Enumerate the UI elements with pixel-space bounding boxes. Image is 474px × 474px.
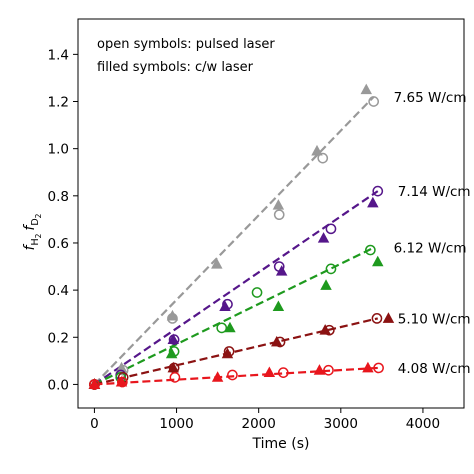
ticks-layer: 0 1000 2000 3000 4000 0.0 0.2 0.4 0.6 0.8 1.0 1.2 1.… [48,47,441,432]
y-tick-label: 1.0 [48,142,69,158]
series-labels: 7.65 W/cm 7.14 W/cm 6.12 W/cm 5.10 W/cm 4.08… [394,90,471,377]
x-tick-label: 0 [90,416,99,432]
open-circle-point [274,336,286,348]
filled-triangle-point [211,371,224,382]
y-tick-label: 0.8 [48,189,69,205]
y-tick-label: 1.4 [48,47,69,63]
annotation-filled-symbols: filled symbols: c/w laser [97,60,254,75]
open-circle-point [368,96,380,107]
open-circle-point [371,313,383,324]
fit-line [93,96,375,386]
y-axis-title: fH2fD2 [22,213,43,250]
open-circle-point [169,372,181,383]
open-circle-point [273,261,285,272]
open-circle-point [222,298,233,310]
series-label: 5.10 W/cm [398,311,471,327]
data-markers [88,83,395,390]
y-tick-label: 1.2 [48,95,69,111]
open-circle-point [251,287,263,298]
series-label: 6.12 W/cm [394,241,467,257]
y-tick-label: 0.4 [48,283,69,299]
fit-line [93,246,375,386]
y-tick-label: 0.0 [48,377,69,393]
open-circle-point [89,379,100,390]
open-circle-point [168,334,180,345]
open-circle-point [227,369,238,381]
open-circle-point [373,362,384,374]
filled-triangle-point [272,300,285,312]
series-label: 7.65 W/cm [394,90,467,106]
filled-triangle-point [263,366,276,378]
x-tick-label: 1000 [159,416,193,432]
y-tick-label: 0.2 [48,330,69,346]
open-circle-point [277,367,289,378]
filled-triangle-point [367,196,379,208]
filled-triangle-point [362,361,374,373]
x-axis-title: Time (s) [252,436,310,452]
open-circle-point [365,244,376,256]
annotation-open-symbols: open symbols: pulsed laser [97,37,275,52]
filled-triangle-point [313,364,326,375]
series-label: 7.14 W/cm [398,184,471,200]
open-circle-point [223,346,235,357]
open-circle-point [167,313,178,324]
filled-triangle-point [317,232,330,243]
fit-lines [93,96,379,386]
x-tick-label: 4000 [406,416,440,432]
x-tick-label: 3000 [324,416,358,432]
open-circle-point [325,223,337,235]
open-circle-point [323,324,335,336]
open-circle-point [273,209,285,221]
filled-triangle-point [382,312,395,323]
fit-line [94,317,379,386]
filled-triangle-point [311,144,323,156]
y-tick-label: 0.6 [48,236,69,252]
open-circle-point [317,152,329,164]
x-tick-label: 2000 [242,416,276,432]
filled-triangle-point [211,258,223,269]
open-circle-point [116,376,128,388]
filled-triangle-point [224,321,236,333]
filled-triangle-point [272,199,285,210]
plot-frame [77,18,465,409]
filled-triangle-point [320,279,332,290]
series-label: 4.08 W/cm [398,361,471,377]
filled-triangle-point [372,255,384,267]
open-circle-point [372,185,384,197]
open-circle-point [323,364,334,376]
open-circle-point [168,346,180,357]
filled-triangle-point [166,309,179,321]
filled-triangle-point [360,83,372,95]
fit-line [93,190,379,386]
open-circle-point [216,322,228,334]
open-circle-point [325,263,337,275]
